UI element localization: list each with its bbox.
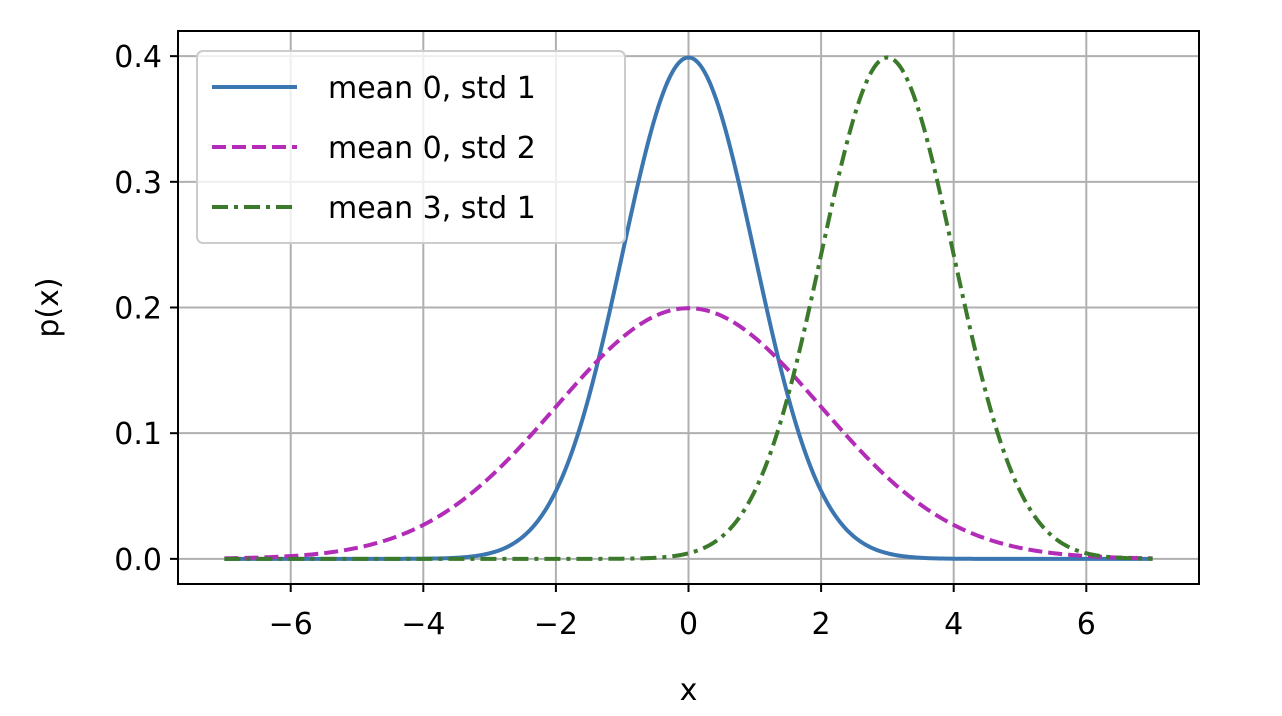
y-tick-label: 0.0 (114, 543, 162, 578)
series-line-1 (224, 55, 1153, 561)
x-tick-label: 2 (812, 607, 831, 642)
y-tick-label: 0.1 (114, 417, 162, 452)
legend-label-2: mean 0, std 2 (328, 131, 536, 166)
series-line-3 (224, 55, 1153, 561)
x-axis-label: x (680, 673, 698, 708)
x-tick-label: −6 (269, 607, 313, 642)
series-group (224, 55, 1153, 561)
legend: mean 0, std 1 mean 0, std 2 mean 3, std 1 (196, 50, 626, 244)
legend-label-3: mean 3, std 1 (328, 191, 536, 226)
x-tick-label: −4 (401, 607, 445, 642)
y-tick-label: 0.3 (114, 166, 162, 201)
series-line-2 (224, 306, 1153, 561)
legend-box (196, 50, 626, 244)
x-tick-label: 6 (1077, 607, 1096, 642)
x-tick-label: 4 (944, 607, 963, 642)
ticks: −6 −4 −2 0 2 4 6 0.0 0.1 0.2 0.3 0.4 (114, 40, 1096, 642)
y-tick-label: 0.2 (114, 292, 162, 327)
x-tick-label: 0 (679, 607, 698, 642)
y-axis-label: p(x) (31, 277, 66, 337)
x-tick-label: −2 (534, 607, 578, 642)
legend-label-1: mean 0, std 1 (328, 71, 536, 106)
y-tick-label: 0.4 (114, 40, 162, 75)
